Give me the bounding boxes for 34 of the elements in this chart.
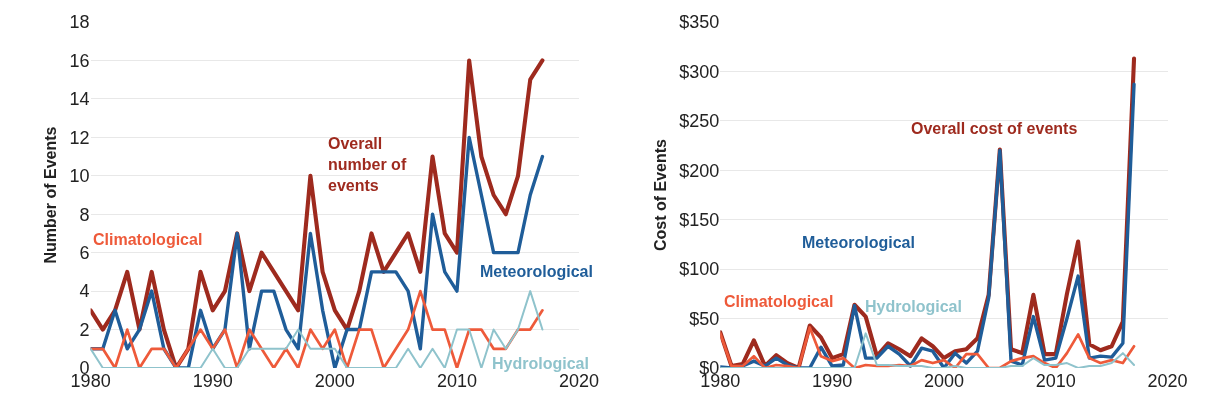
x-tick-label: 2020	[559, 371, 600, 391]
text: Climatological	[93, 231, 203, 248]
y-tick-label: 8	[79, 204, 90, 225]
y-tick-label: 16	[69, 50, 90, 71]
y-axis-title: Cost of Events	[652, 138, 670, 252]
y-tick-label: $100	[679, 259, 720, 280]
x-tick-label: 1990	[192, 371, 233, 391]
series-label: Hydrological	[865, 298, 962, 315]
x-tick-label: 2000	[923, 371, 964, 391]
y-tick-label: $200	[679, 160, 720, 181]
series-label: Overall number of events	[328, 135, 407, 194]
y-tick-label: $50	[689, 308, 720, 329]
series-label: Meteorological	[480, 263, 593, 280]
y-tick-label: 10	[69, 166, 90, 187]
x-tick-label: 2020	[1147, 371, 1188, 391]
x-tick-label: 2010	[436, 371, 477, 391]
x-tick-label: 2000	[314, 371, 355, 391]
y-tick-label: 18	[69, 12, 90, 33]
y-tick-label: $250	[679, 111, 720, 132]
series-label: Climatological	[724, 293, 834, 310]
y-axis-title: Number of Events	[42, 126, 60, 264]
y-tick-label: $300	[679, 61, 720, 82]
y-tick-label: $350	[679, 12, 720, 33]
x-tick-label: 1990	[812, 371, 853, 391]
x-tick-label: 2010	[1035, 371, 1076, 391]
series-label: Overall cost of events	[911, 120, 1078, 137]
y-tick-label: 14	[69, 89, 90, 110]
y-tick-label: 6	[79, 242, 90, 263]
text: Meteorological	[802, 234, 915, 251]
series-label: Hydrological	[492, 355, 589, 372]
y-tick-label: 12	[69, 127, 90, 148]
y-tick-label: 2	[79, 319, 90, 340]
y-tick-label: $150	[679, 210, 720, 231]
y-tick-label: 4	[79, 281, 90, 302]
